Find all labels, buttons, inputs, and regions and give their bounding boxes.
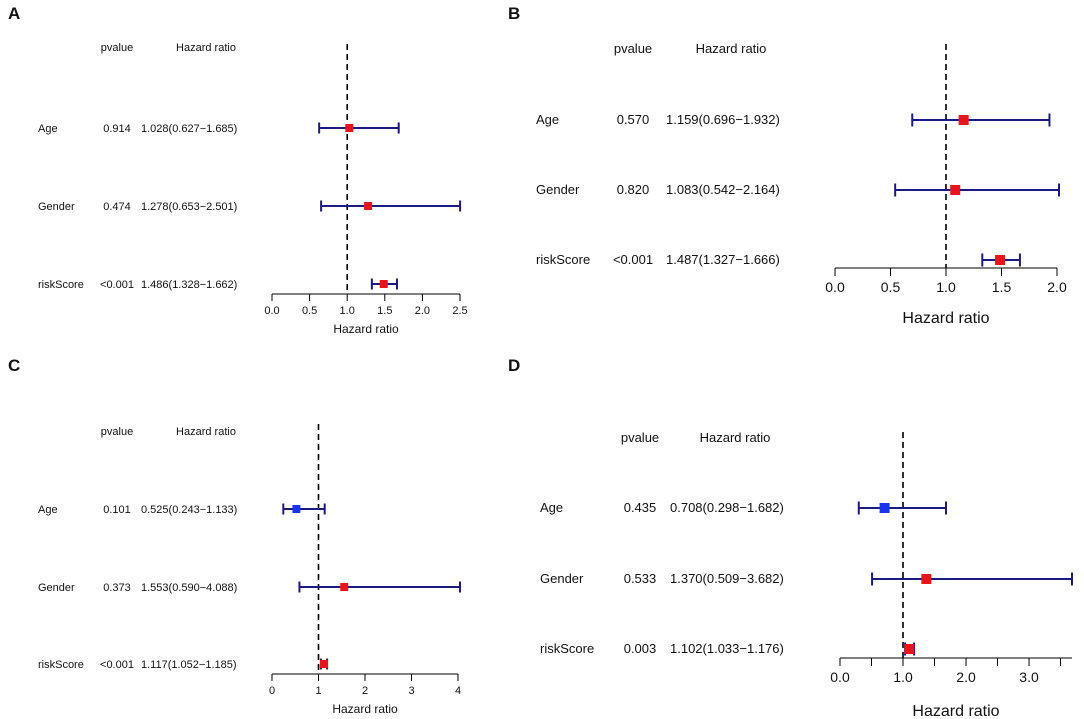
x-tick-label: 3.0 [1019, 669, 1039, 685]
row-label: Age [540, 500, 563, 515]
hazard-ratio-header: Hazard ratio [176, 426, 236, 438]
hazard-ratio-value: 0.708(0.298−1.682) [670, 500, 784, 515]
pvalue-value: 0.820 [617, 182, 650, 197]
pvalue-header: pvalue [101, 42, 133, 54]
hazard-ratio-value: 1.370(0.509−3.682) [670, 571, 784, 586]
hazard-ratio-value: 1.486(1.328−1.662) [141, 279, 237, 291]
hazard-ratio-point [345, 124, 354, 132]
x-tick-label: 2.0 [415, 305, 430, 317]
panel-letter: D [508, 356, 520, 375]
hazard-ratio-point [319, 660, 328, 668]
hazard-ratio-header: Hazard ratio [700, 430, 771, 445]
x-tick-label: 1.0 [893, 669, 913, 685]
x-tick-label: 2 [362, 685, 368, 697]
x-tick-label: 2.5 [452, 305, 467, 317]
hazard-ratio-value: 1.487(1.327−1.666) [666, 252, 780, 267]
pvalue-value: <0.001 [613, 252, 653, 267]
hazard-ratio-value: 1.083(0.542−2.164) [666, 182, 780, 197]
x-tick-label: 1.5 [992, 279, 1012, 295]
x-tick-label: 1.0 [936, 279, 956, 295]
row-label: riskScore [38, 279, 84, 291]
pvalue-value: 0.373 [103, 582, 131, 594]
x-axis-label: Hazard ratio [902, 310, 989, 327]
pvalue-value: 0.101 [103, 504, 131, 516]
x-tick-label: 0.5 [881, 279, 901, 295]
hazard-ratio-point [379, 280, 388, 288]
x-tick-label: 2.0 [956, 669, 976, 685]
x-tick-label: 0 [269, 685, 275, 697]
hazard-ratio-value: 0.525(0.243−1.133) [141, 504, 237, 516]
hazard-ratio-point [879, 503, 890, 513]
pvalue-header: pvalue [614, 41, 652, 56]
x-tick-label: 4 [455, 685, 461, 697]
hazard-ratio-value: 1.159(0.696−1.932) [666, 112, 780, 127]
row-label: Gender [38, 582, 75, 594]
hazard-ratio-header: Hazard ratio [696, 41, 767, 56]
row-label: Age [38, 123, 58, 135]
hazard-ratio-header: Hazard ratio [176, 42, 236, 54]
hazard-ratio-point [292, 505, 301, 513]
row-label: Gender [38, 201, 75, 213]
pvalue-value: 0.003 [624, 641, 657, 656]
x-tick-label: 1.0 [340, 305, 355, 317]
x-tick-label: 3 [408, 685, 414, 697]
x-axis-label: Hazard ratio [912, 703, 999, 719]
panel-letter: C [8, 356, 20, 375]
row-label: Gender [536, 182, 580, 197]
x-tick-label: 0.0 [825, 279, 845, 295]
hazard-ratio-value: 1.102(1.033−1.176) [670, 641, 784, 656]
row-label: riskScore [38, 659, 84, 671]
pvalue-value: 0.435 [624, 500, 657, 515]
hazard-ratio-value: 1.278(0.653−2.501) [141, 201, 237, 213]
hazard-ratio-value: 1.553(0.590−4.088) [141, 582, 237, 594]
pvalue-header: pvalue [101, 426, 133, 438]
x-tick-label: 1.5 [377, 305, 392, 317]
pvalue-value: 0.570 [617, 112, 650, 127]
pvalue-value: 0.533 [624, 571, 657, 586]
hazard-ratio-point [904, 644, 915, 654]
pvalue-value: <0.001 [100, 279, 134, 291]
row-label: Age [536, 112, 559, 127]
pvalue-header: pvalue [621, 430, 659, 445]
x-tick-label: 0.5 [302, 305, 317, 317]
x-tick-label: 2.0 [1047, 279, 1067, 295]
hazard-ratio-point [995, 255, 1006, 265]
hazard-ratio-point [340, 583, 349, 591]
row-label: riskScore [536, 252, 590, 267]
x-axis-label: Hazard ratio [332, 702, 398, 716]
hazard-ratio-value: 1.028(0.627−1.685) [141, 123, 237, 135]
x-axis-label: Hazard ratio [333, 322, 399, 336]
hazard-ratio-point [921, 574, 932, 584]
row-label: riskScore [540, 641, 594, 656]
pvalue-value: <0.001 [100, 659, 134, 671]
panel-letter: B [508, 4, 520, 23]
x-tick-label: 1 [315, 685, 321, 697]
row-label: Gender [540, 571, 584, 586]
x-tick-label: 0.0 [264, 305, 279, 317]
hazard-ratio-point [364, 202, 373, 210]
hazard-ratio-value: 1.117(1.052−1.185) [141, 659, 237, 671]
hazard-ratio-point [950, 185, 961, 195]
hazard-ratio-point [958, 115, 969, 125]
row-label: Age [38, 504, 58, 516]
pvalue-value: 0.914 [103, 123, 131, 135]
pvalue-value: 0.474 [103, 201, 131, 213]
panel-letter: A [8, 4, 20, 23]
x-tick-label: 0.0 [830, 669, 850, 685]
